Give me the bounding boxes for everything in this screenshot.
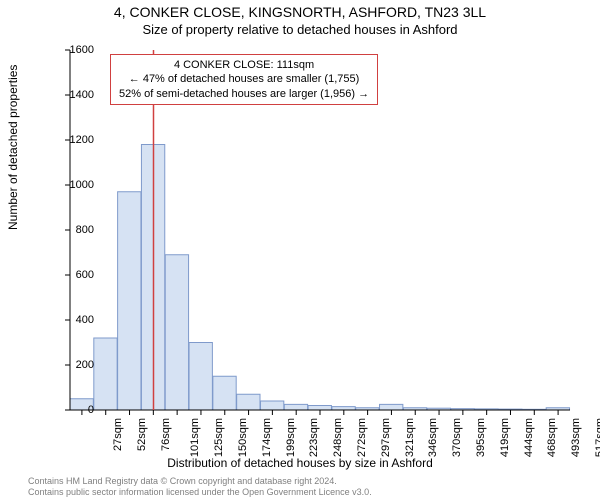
- x-tick-label: 125sqm: [213, 418, 225, 457]
- x-tick-label: 199sqm: [285, 418, 297, 457]
- annotation-line-3: 52% of semi-detached houses are larger (…: [119, 87, 369, 101]
- x-tick-label: 150sqm: [237, 418, 249, 457]
- x-tick-label: 76sqm: [160, 418, 172, 451]
- footer-line-1: Contains HM Land Registry data © Crown c…: [28, 476, 372, 487]
- y-tick-label: 800: [54, 224, 94, 236]
- annotation-line-1: 4 CONKER CLOSE: 111sqm: [119, 58, 369, 72]
- x-tick-label: 101sqm: [189, 418, 201, 457]
- x-tick-label: 346sqm: [428, 418, 440, 457]
- x-tick-label: 370sqm: [451, 418, 463, 457]
- x-tick-label: 272sqm: [356, 418, 368, 457]
- plot-area: 4 CONKER CLOSE: 111sqm ← 47% of detached…: [70, 50, 570, 410]
- footer: Contains HM Land Registry data © Crown c…: [28, 476, 372, 498]
- chart-container: 4, CONKER CLOSE, KINGSNORTH, ASHFORD, TN…: [0, 0, 600, 500]
- x-tick-label: 223sqm: [309, 418, 321, 457]
- x-tick-label: 174sqm: [261, 418, 273, 457]
- annotation-line-2: ← 47% of detached houses are smaller (1,…: [119, 72, 369, 86]
- x-tick-label: 517sqm: [594, 418, 600, 457]
- y-tick-label: 1400: [54, 89, 94, 101]
- x-tick-label: 444sqm: [523, 418, 535, 457]
- y-tick-label: 400: [54, 314, 94, 326]
- x-tick-label: 52sqm: [136, 418, 148, 451]
- y-tick-label: 1200: [54, 134, 94, 146]
- x-tick-label: 27sqm: [112, 418, 124, 451]
- annotation-box: 4 CONKER CLOSE: 111sqm ← 47% of detached…: [110, 54, 378, 105]
- x-tick-label: 297sqm: [380, 418, 392, 457]
- footer-line-2: Contains public sector information licen…: [28, 487, 372, 498]
- y-tick-label: 200: [54, 359, 94, 371]
- y-tick-label: 1000: [54, 179, 94, 191]
- y-tick-label: 1600: [54, 44, 94, 56]
- y-tick-label: 0: [54, 404, 94, 416]
- x-tick-label: 419sqm: [499, 418, 511, 457]
- x-tick-label: 493sqm: [570, 418, 582, 457]
- chart-subtitle: Size of property relative to detached ho…: [0, 20, 600, 37]
- x-axis-label: Distribution of detached houses by size …: [0, 456, 600, 470]
- x-tick-label: 395sqm: [475, 418, 487, 457]
- x-tick-label: 248sqm: [332, 418, 344, 457]
- y-axis-label: Number of detached properties: [6, 65, 20, 230]
- x-tick-label: 468sqm: [547, 418, 559, 457]
- chart-title: 4, CONKER CLOSE, KINGSNORTH, ASHFORD, TN…: [0, 0, 600, 20]
- x-tick-label: 321sqm: [404, 418, 416, 457]
- y-tick-label: 600: [54, 269, 94, 281]
